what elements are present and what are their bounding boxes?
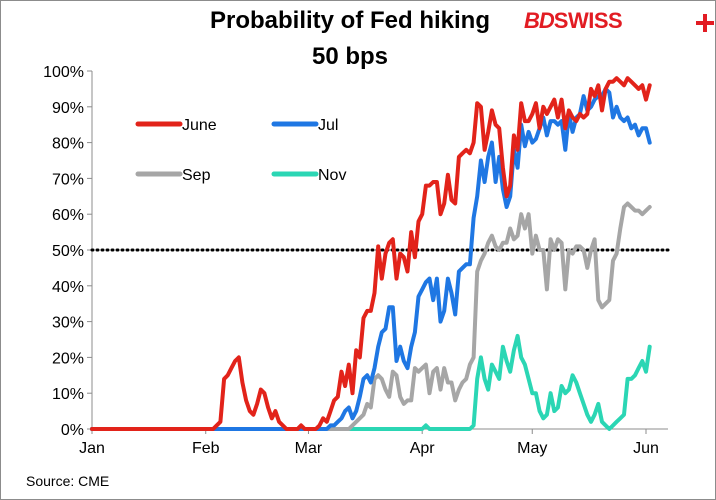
series-line-jul	[90, 86, 652, 431]
y-tick-label: 40%	[52, 279, 84, 296]
brand-logo-bd: BD	[524, 8, 555, 33]
legend-label-jul: Jul	[318, 117, 338, 134]
legend-label-nov: Nov	[318, 167, 346, 184]
series-line-june	[90, 76, 652, 431]
series-line-sep	[90, 201, 652, 431]
x-axis: Jan Feb Mar Apr May Jun	[79, 428, 668, 457]
x-tick-label: Jan	[79, 440, 105, 457]
y-tick-label: 0%	[61, 422, 84, 439]
x-tick-label: Apr	[410, 440, 436, 457]
source-note: Source: CME	[26, 473, 110, 489]
x-tick-label: Mar	[295, 440, 323, 457]
y-tick-label: 30%	[52, 315, 84, 332]
brand-logo: BDSWISS	[524, 8, 714, 38]
x-tick-label: Feb	[192, 440, 220, 457]
x-tick-label: Jun	[633, 440, 659, 457]
y-tick-label: 50%	[52, 243, 84, 260]
legend-label-sep: Sep	[182, 167, 211, 184]
legend: June Jul Sep Nov	[135, 117, 346, 184]
chart-title-line-2: 50 bps	[311, 43, 389, 70]
series-lines	[90, 76, 652, 431]
legend-label-june: June	[182, 117, 217, 134]
y-axis: 0% 10% 20% 30% 40% 50% 60% 70% 80% 90% 100%	[43, 64, 93, 439]
x-tick-label: May	[517, 440, 547, 457]
y-tick-label: 80%	[52, 136, 84, 153]
y-tick-label: 100%	[43, 64, 84, 81]
brand-logo-swiss: SWISS	[553, 8, 623, 33]
y-tick-label: 10%	[52, 386, 84, 403]
y-tick-label: 90%	[52, 100, 84, 117]
y-tick-label: 60%	[52, 207, 84, 224]
y-tick-label: 20%	[52, 350, 84, 367]
brand-cross-icon	[696, 14, 714, 32]
y-tick-label: 70%	[52, 171, 84, 188]
series-line-nov	[90, 333, 652, 431]
chart-title-line-1: Probability of Fed hiking	[209, 7, 490, 34]
